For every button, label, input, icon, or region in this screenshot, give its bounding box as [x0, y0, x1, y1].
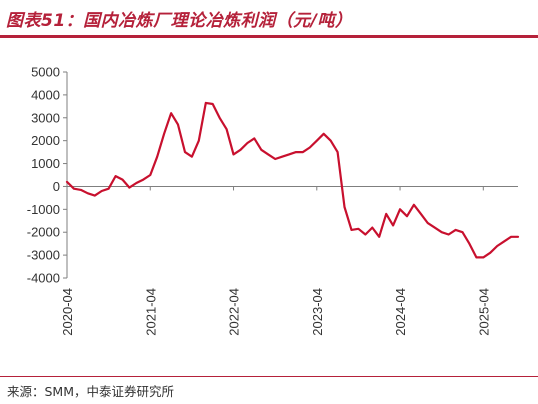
y-tick-label: 0 — [53, 179, 60, 194]
y-tick-label: -2000 — [27, 225, 60, 240]
x-tick-label: 2023-04 — [310, 288, 325, 336]
y-tick-label: 3000 — [31, 110, 60, 125]
series-line — [65, 101, 520, 259]
footer-divider — [0, 376, 538, 377]
x-tick-label: 2021-04 — [143, 288, 158, 336]
y-tick-label: -3000 — [27, 248, 60, 263]
y-tick-label: 4000 — [31, 87, 60, 102]
x-tick-label: 2020-04 — [60, 288, 75, 336]
chart-title: 图表51：国内冶炼厂理论冶炼利润（元/吨） — [6, 11, 353, 31]
line-chart: 5000 4000 3000 2000 1000 0 -1000 -2000 -3000 -400… — [27, 65, 520, 336]
x-tick-label: 2024-04 — [393, 288, 408, 336]
title-divider — [0, 35, 538, 38]
y-tick-label: -4000 — [27, 271, 60, 286]
y-tick-label: 1000 — [31, 156, 60, 171]
source-note: 来源：SMM，中泰证券研究所 — [7, 384, 175, 399]
y-tick-label: 2000 — [31, 133, 60, 148]
x-tick-label: 2025-04 — [476, 288, 491, 336]
y-tick-label: 5000 — [31, 65, 60, 80]
x-tick-label: 2022-04 — [227, 288, 242, 336]
y-tick-label: -1000 — [27, 202, 60, 217]
